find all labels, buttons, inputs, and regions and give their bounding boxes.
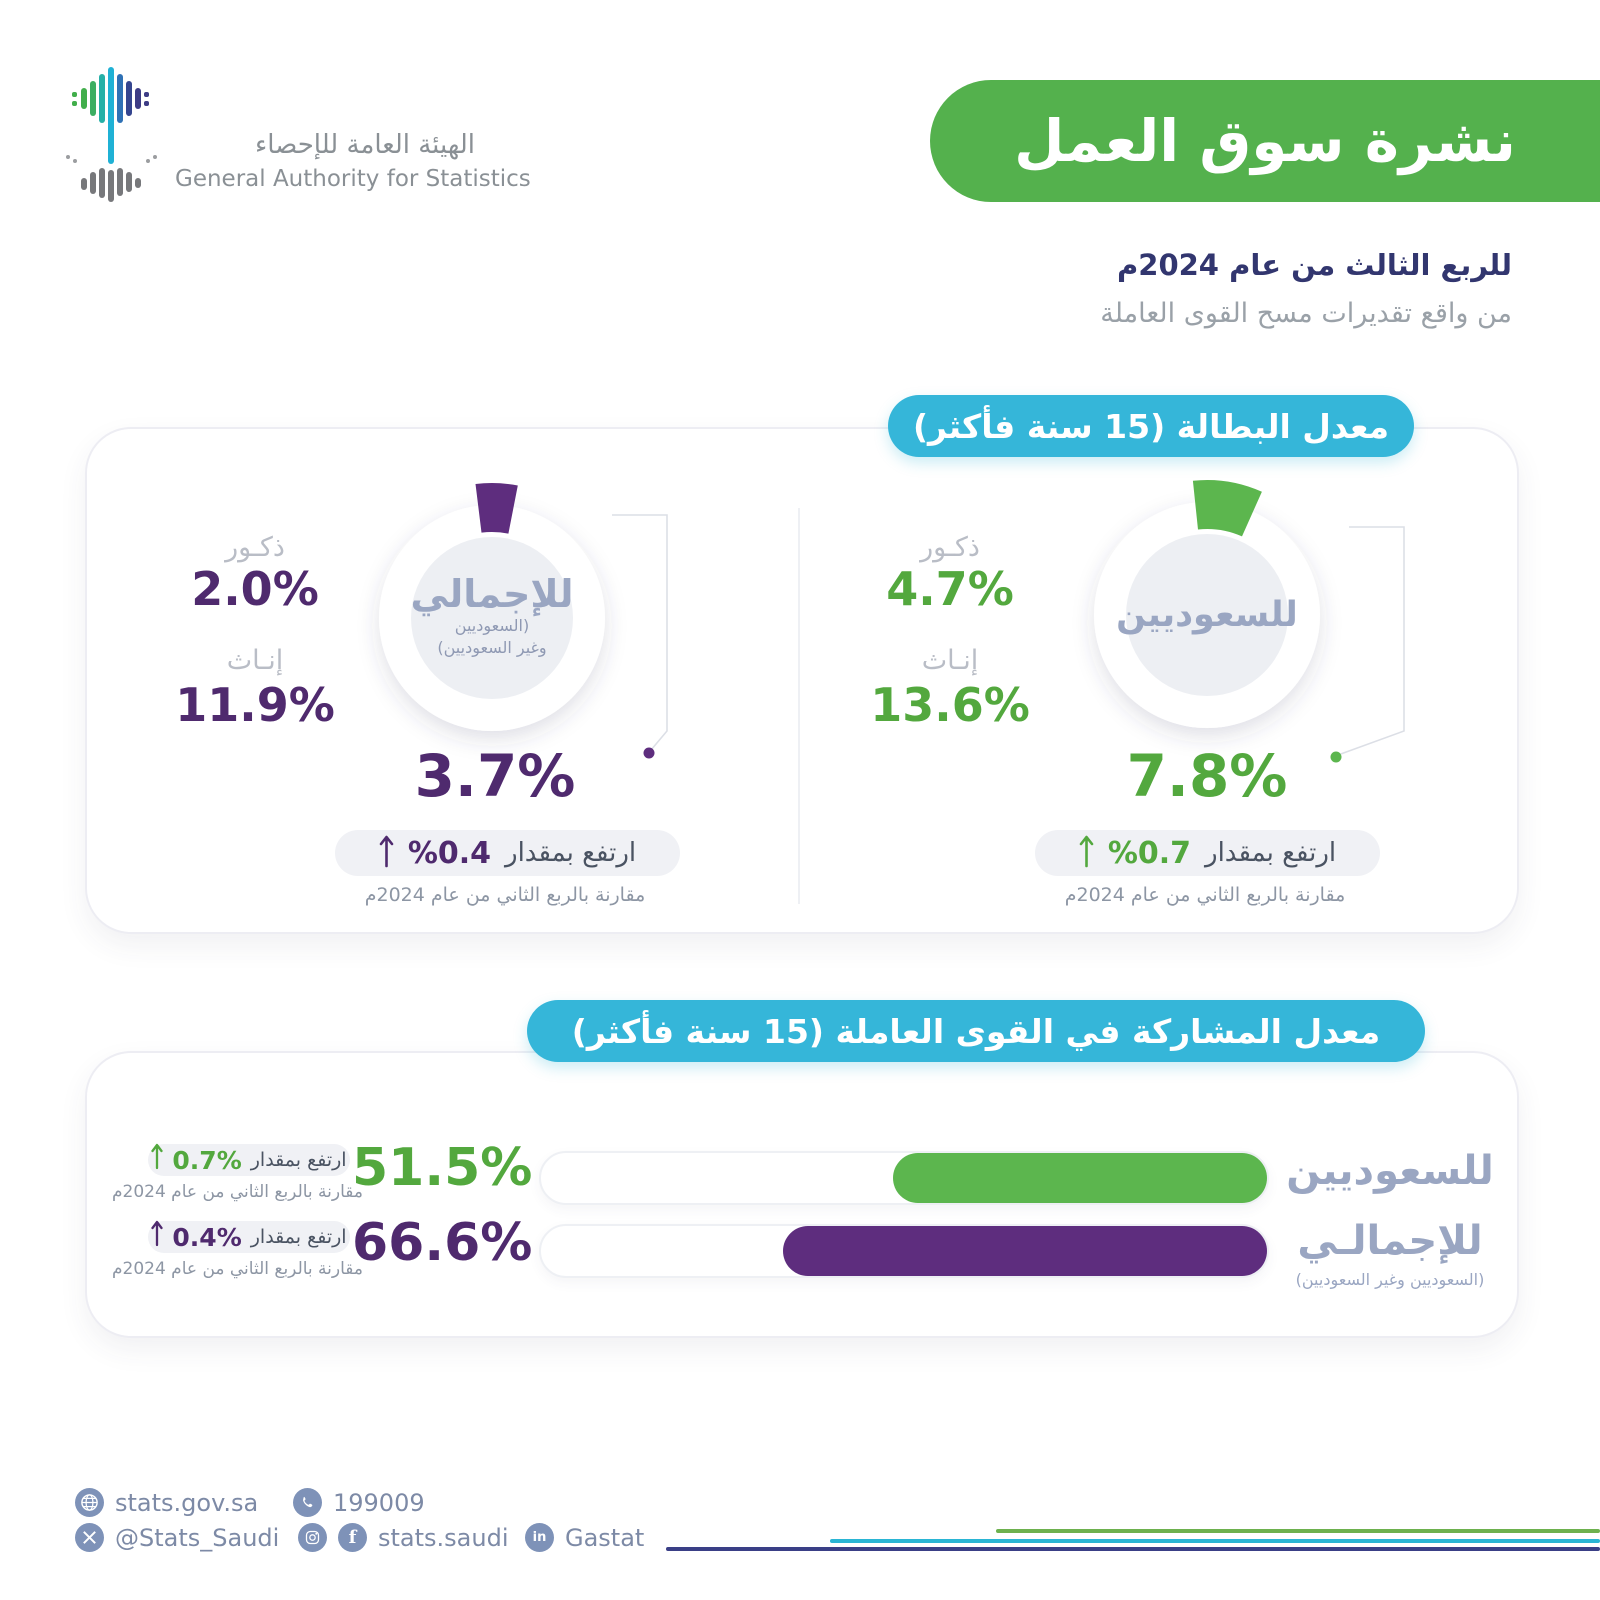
saudis-donut-wedge (1192, 479, 1262, 537)
saudis-change-pill: %0.7 ارتفع بمقدار (1035, 830, 1380, 876)
participation-saudis-bar-track (539, 1151, 1269, 1205)
participation-total-bar-track (539, 1224, 1269, 1278)
participation-section-title: معدل المشاركة في القوى العاملة (15 سنة ف… (527, 1000, 1425, 1062)
unemployment-section-title: معدل البطالة (15 سنة فأكثر) (888, 395, 1414, 457)
x-icon (75, 1523, 104, 1552)
up-arrow-icon (151, 1220, 164, 1247)
card-divider (798, 508, 800, 904)
up-arrow-icon (151, 1143, 164, 1170)
total-females-value: 11.9% (175, 678, 335, 732)
footer-social[interactable]: f stats.saudi (298, 1523, 509, 1552)
footer-website[interactable]: stats.gov.sa (75, 1488, 258, 1517)
total-change-pill: %0.4 ارتفع بمقدار (335, 830, 680, 876)
participation-total-label: للإجمالـي (1297, 1218, 1483, 1264)
footer-phone[interactable]: 199009 (293, 1488, 425, 1517)
participation-saudis-value: 51.5% (352, 1138, 533, 1198)
participation-total-change-value: 0.4% (172, 1222, 242, 1252)
saudis-females-value: 13.6% (870, 678, 1030, 732)
saudis-females-label: إنـاث (921, 645, 979, 676)
footer-x-text: @Stats_Saudi (115, 1523, 280, 1552)
participation-total-sublabel: (السعوديين وغير السعوديين) (1295, 1270, 1485, 1289)
saudis-compare-note: مقارنة بالربع الثاني من عام 2024م (1064, 884, 1346, 906)
gastat-logo-icon (66, 67, 157, 202)
saudis-rate-value: 7.8% (1126, 742, 1288, 810)
saudis-donut-label: للسعوديين (1116, 594, 1298, 635)
total-donut-chart (379, 482, 605, 731)
up-arrow-icon (1079, 835, 1094, 868)
saudis-donut-chart (1094, 479, 1320, 728)
participation-saudis-label: للسعوديين (1286, 1148, 1494, 1194)
participation-saudis-change-pill: 0.7% ارتفع بمقدار (148, 1143, 350, 1176)
footer-x[interactable]: @Stats_Saudi (75, 1523, 279, 1552)
participation-total-bar-fill (783, 1226, 1267, 1276)
total-males-value: 2.0% (191, 562, 319, 616)
total-donut-center: للإجمالي (السعوديين وغير السعوديين) (402, 558, 582, 676)
participation-saudis-compare-note: مقارنة بالربع الثاني من عام 2024م (111, 1182, 363, 1202)
participation-saudis-bar-fill (893, 1153, 1267, 1203)
participation-total-change-label: ارتفع بمقدار (250, 1226, 347, 1248)
total-change-label: ارتفع بمقدار (505, 838, 637, 868)
decor-line-navy (666, 1547, 1600, 1551)
footer-website-text: stats.gov.sa (115, 1488, 259, 1517)
saudis-males-value: 4.7% (886, 562, 1014, 616)
subtitle-quarter: للربع الثالث من عام 2024م (1117, 248, 1512, 282)
linkedin-icon: in (525, 1523, 554, 1552)
participation-saudis-change-label: ارتفع بمقدار (250, 1149, 347, 1171)
saudis-change-value: %0.7 (1107, 835, 1192, 871)
org-name-arabic: الهيئة العامة للإحصاء (255, 130, 475, 160)
instagram-icon (298, 1523, 327, 1552)
up-arrow-icon (379, 835, 394, 868)
participation-saudis-change-value: 0.7% (172, 1145, 242, 1175)
total-change-value: %0.4 (407, 835, 492, 871)
participation-total-compare-note: مقارنة بالربع الثاني من عام 2024م (111, 1259, 363, 1279)
globe-icon (75, 1488, 104, 1517)
decor-line-green (996, 1529, 1600, 1533)
total-donut-label: للإجمالي (410, 572, 574, 617)
title-banner: نشرة سوق العمل (930, 80, 1600, 202)
saudis-change-label: ارتفع بمقدار (1205, 838, 1337, 868)
page-title: نشرة سوق العمل (1014, 107, 1516, 175)
decor-line-cyan (830, 1539, 1600, 1543)
participation-total-change-pill: 0.4% ارتفع بمقدار (148, 1220, 350, 1253)
org-name-english: General Authority for Statistics (175, 166, 531, 192)
total-compare-note: مقارنة بالربع الثاني من عام 2024م (364, 884, 646, 906)
total-donut-sublabel-1: (السعوديين (454, 616, 530, 636)
phone-icon (293, 1488, 322, 1517)
footer-linkedin-text: Gastat (565, 1523, 645, 1552)
participation-total-value: 66.6% (352, 1213, 533, 1273)
footer-linkedin[interactable]: in Gastat (525, 1523, 644, 1552)
footer-social-text: stats.saudi (378, 1523, 509, 1552)
total-rate-value: 3.7% (414, 742, 576, 810)
facebook-icon: f (338, 1523, 367, 1552)
total-females-label: إنـاث (226, 645, 284, 676)
saudis-donut-center: للسعوديين (1107, 585, 1307, 645)
footer-phone-text: 199009 (333, 1488, 425, 1517)
subtitle-source: من واقع تقديرات مسح القوى العاملة (1100, 298, 1512, 329)
total-donut-sublabel-2: وغير السعوديين) (437, 637, 547, 657)
total-males-label: ذكـور (225, 532, 285, 563)
saudis-males-label: ذكـور (920, 532, 980, 563)
total-donut-wedge (475, 482, 518, 534)
